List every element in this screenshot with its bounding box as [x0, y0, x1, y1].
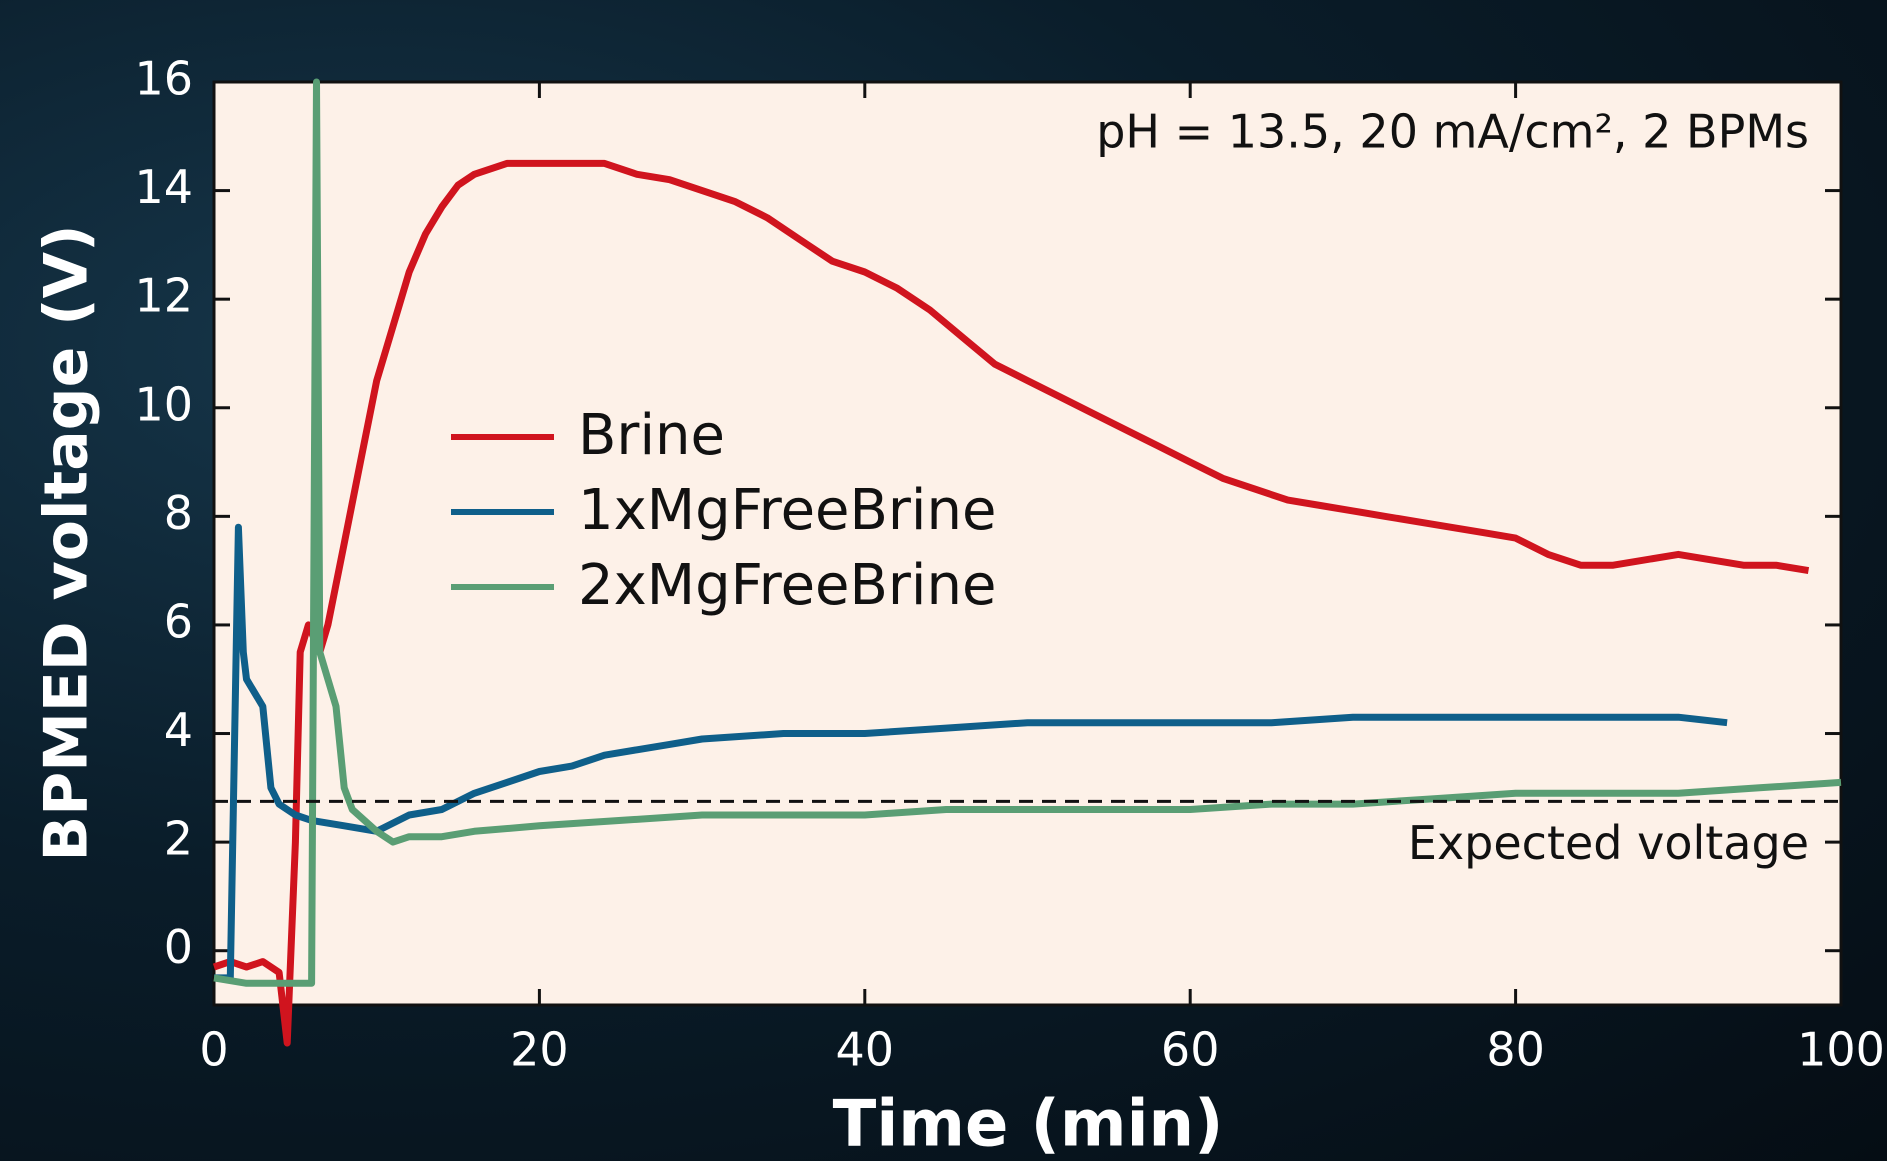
- y-axis-title: BPMED voltage (V): [32, 225, 102, 862]
- legend-label: 1xMgFreeBrine: [578, 478, 996, 543]
- series-line: [214, 523, 1728, 982]
- y-tick-label: 4: [164, 703, 193, 757]
- y-tick-label: 12: [134, 269, 193, 323]
- series-line: [213, 78, 1842, 987]
- reference-label: Expected voltage: [1408, 816, 1809, 870]
- y-tick-label: 14: [134, 160, 193, 214]
- series-line: [212, 159, 1810, 1047]
- y-tick-label: 16: [134, 52, 193, 106]
- y-tick-label: 2: [164, 812, 193, 866]
- x-tick-label: 0: [199, 1023, 228, 1077]
- plot-area: [212, 80, 1843, 1007]
- x-tick-label: 80: [1486, 1023, 1545, 1077]
- y-tick-label: 0: [164, 920, 193, 974]
- legend-label: 2xMgFreeBrine: [578, 553, 996, 618]
- x-tick-label: 60: [1161, 1023, 1220, 1077]
- y-tick-label: 8: [164, 486, 193, 540]
- y-tick-label: 10: [134, 377, 193, 431]
- x-tick-label: 100: [1797, 1023, 1885, 1077]
- x-tick-label: 40: [836, 1023, 895, 1077]
- legend-label: Brine: [578, 403, 725, 468]
- x-tick-label: 20: [510, 1023, 569, 1077]
- annotation: pH = 13.5, 20 mA/cm², 2 BPMs: [1096, 105, 1809, 159]
- x-axis-title: Time (min): [833, 1088, 1224, 1161]
- y-tick-label: 6: [164, 594, 193, 648]
